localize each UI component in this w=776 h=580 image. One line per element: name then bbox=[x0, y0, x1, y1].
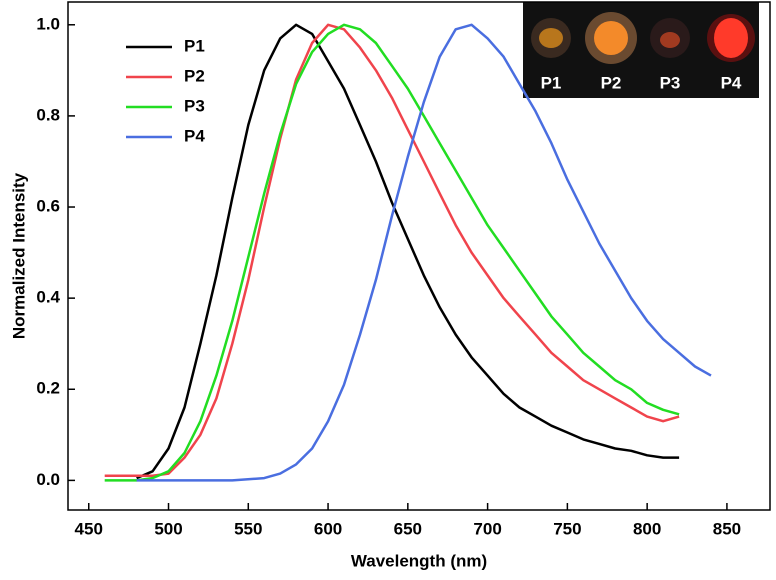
x-tick-label: 800 bbox=[633, 519, 661, 538]
plot-frame bbox=[67, 1, 771, 511]
vial-p2-glow bbox=[594, 21, 628, 55]
series-line bbox=[136, 23, 680, 480]
vial-p4-glow bbox=[714, 18, 748, 58]
legend-label: P1 bbox=[184, 36, 205, 55]
legend-label: P4 bbox=[184, 126, 205, 145]
x-tick-label: 700 bbox=[473, 519, 501, 538]
vial-p1-glow bbox=[539, 28, 563, 48]
inset-photo bbox=[523, 2, 759, 98]
y-tick-label: 1.0 bbox=[36, 14, 60, 33]
vial-p3-glow bbox=[660, 32, 680, 48]
x-tick-label: 500 bbox=[154, 519, 182, 538]
x-tick-label: 600 bbox=[314, 519, 342, 538]
inset-label: P2 bbox=[601, 73, 622, 92]
y-tick-label: 0.8 bbox=[36, 105, 60, 124]
x-tick-label: 550 bbox=[234, 519, 262, 538]
inset-label: P4 bbox=[721, 73, 742, 92]
series-line bbox=[136, 23, 712, 482]
x-tick-label: 450 bbox=[75, 519, 103, 538]
y-tick-label: 0.2 bbox=[36, 379, 60, 398]
x-tick-label: 750 bbox=[553, 519, 581, 538]
inset-label: P3 bbox=[660, 73, 681, 92]
y-axis-label: Normalized Intensity bbox=[9, 172, 28, 339]
y-tick-label: 0.0 bbox=[36, 470, 60, 489]
x-tick-label: 850 bbox=[713, 519, 741, 538]
y-tick-label: 0.4 bbox=[36, 288, 60, 307]
legend-label: P2 bbox=[184, 66, 205, 85]
legend-label: P3 bbox=[184, 96, 205, 115]
x-tick-label: 650 bbox=[394, 519, 422, 538]
series-line bbox=[104, 23, 680, 478]
series-line bbox=[104, 23, 680, 482]
x-axis-label: Wavelength (nm) bbox=[351, 551, 487, 570]
y-tick-label: 0.6 bbox=[36, 197, 60, 216]
inset-label: P1 bbox=[541, 73, 562, 92]
